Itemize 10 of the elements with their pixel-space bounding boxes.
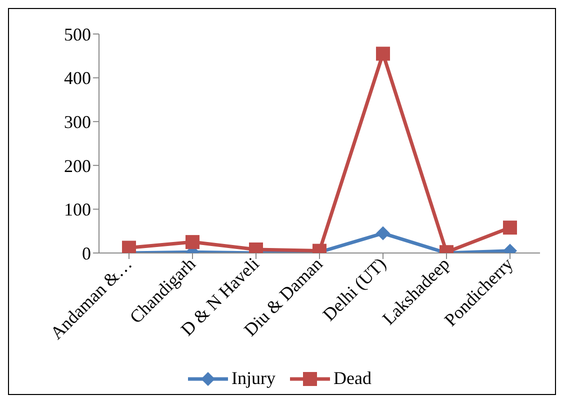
legend-label: Dead xyxy=(334,368,372,389)
y-tick-label: 200 xyxy=(64,156,91,176)
y-tick-label: 300 xyxy=(64,112,91,132)
y-tick-label: 0 xyxy=(82,243,91,264)
legend-label: Injury xyxy=(232,368,276,389)
y-tick-label: 100 xyxy=(64,200,91,220)
y-tick-label: 400 xyxy=(64,68,91,88)
point xyxy=(376,46,390,61)
point xyxy=(122,240,136,253)
y-tick-label: 500 xyxy=(64,24,91,44)
